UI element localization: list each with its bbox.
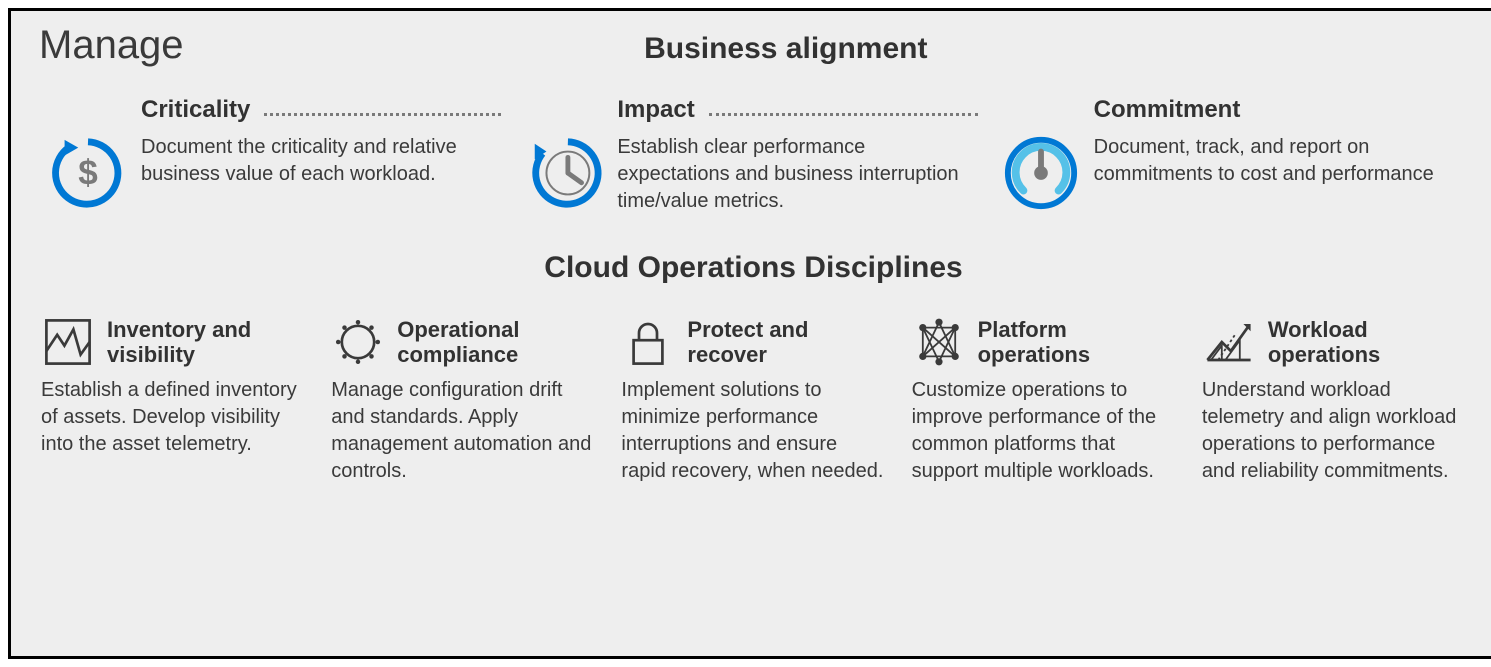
discipline-title: Protect and recover [687, 317, 885, 368]
alignment-desc: Document the criticality and relative bu… [141, 134, 501, 188]
discipline-desc: Manage configuration drift and standards… [331, 377, 595, 485]
gauge-icon [1002, 134, 1080, 212]
clock-history-icon [525, 134, 603, 212]
discipline-head: Workload operations [1202, 315, 1466, 369]
connector-dots [709, 113, 978, 116]
discipline-title: Platform operations [978, 317, 1176, 368]
trend-chart-icon [1202, 315, 1256, 369]
alignment-head: Commitment [1002, 96, 1468, 124]
alignment-title: Criticality [49, 96, 250, 124]
discipline-workload: Workload operations Understand workload … [1202, 315, 1466, 485]
alignment-body: Document, track, and report on commitmen… [1002, 134, 1468, 212]
connector-dots [264, 113, 501, 116]
lock-icon [621, 315, 675, 369]
discipline-protect: Protect and recover Implement solutions … [621, 315, 885, 485]
alignment-desc: Document, track, and report on commitmen… [1094, 134, 1454, 188]
diagram-frame: Manage Business alignment Criticality $ … [8, 8, 1491, 659]
discipline-platform: Platform operations Customize operations… [912, 315, 1176, 485]
alignment-body: Establish clear performance expectations… [525, 134, 991, 215]
discipline-desc: Implement solutions to minimize performa… [621, 377, 885, 485]
svg-text:$: $ [78, 154, 98, 193]
alignment-impact: Impact Establish clear performance expec… [525, 96, 991, 215]
network-graph-icon [912, 315, 966, 369]
discipline-title: Workload operations [1268, 317, 1466, 368]
gear-dotted-icon [331, 315, 385, 369]
discipline-inventory: Inventory and visibility Establish a def… [41, 315, 305, 485]
discipline-desc: Establish a defined inventory of assets.… [41, 377, 305, 458]
discipline-compliance: Operational compliance Manage configurat… [331, 315, 595, 485]
alignment-title: Commitment [1002, 96, 1241, 124]
section2-heading: Cloud Operations Disciplines [39, 251, 1468, 285]
cloud-operations-row: Inventory and visibility Establish a def… [39, 315, 1468, 485]
alignment-title: Impact [525, 96, 694, 124]
business-alignment-row: Criticality $ Document the criticality a… [39, 96, 1468, 215]
section1-heading: Business alignment [104, 32, 1468, 66]
dollar-cycle-icon: $ [49, 134, 127, 212]
alignment-commitment: Commitment Document, track, and report o… [1002, 96, 1468, 215]
chart-box-icon [41, 315, 95, 369]
discipline-title: Operational compliance [397, 317, 595, 368]
alignment-head: Impact [525, 96, 991, 124]
discipline-desc: Customize operations to improve performa… [912, 377, 1176, 485]
alignment-desc: Establish clear performance expectations… [617, 134, 977, 215]
discipline-head: Platform operations [912, 315, 1176, 369]
discipline-head: Operational compliance [331, 315, 595, 369]
alignment-body: $ Document the criticality and relative … [49, 134, 515, 212]
discipline-head: Protect and recover [621, 315, 885, 369]
discipline-head: Inventory and visibility [41, 315, 305, 369]
alignment-criticality: Criticality $ Document the criticality a… [49, 96, 515, 215]
discipline-title: Inventory and visibility [107, 317, 305, 368]
alignment-head: Criticality [49, 96, 515, 124]
top-row: Manage Business alignment [39, 23, 1468, 68]
discipline-desc: Understand workload telemetry and align … [1202, 377, 1466, 485]
